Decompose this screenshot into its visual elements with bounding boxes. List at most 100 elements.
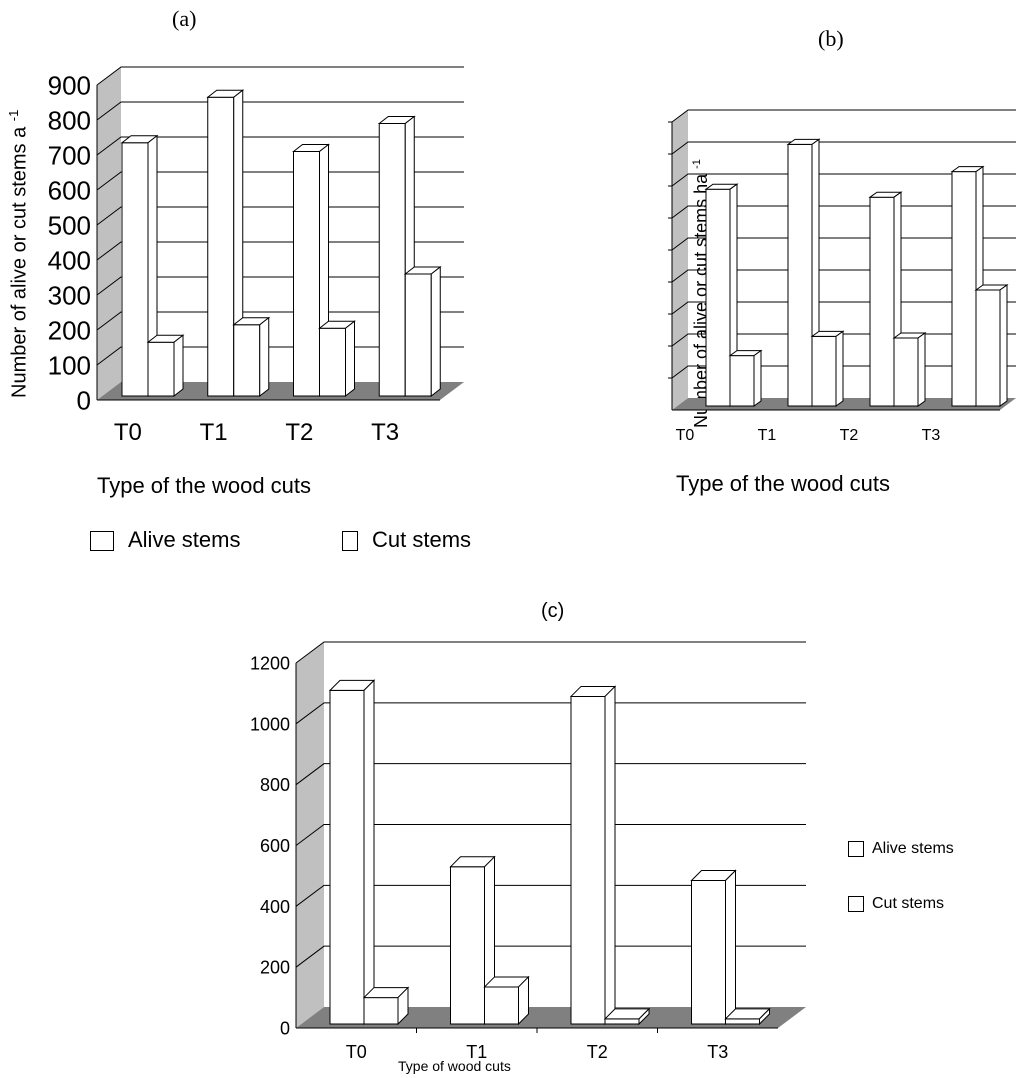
bar-T1-alive bbox=[786, 138, 821, 407]
y-tick-label: 600 bbox=[260, 836, 290, 856]
gridline bbox=[96, 136, 464, 156]
y-tick-label: 900 bbox=[48, 70, 91, 100]
panel-c-label: (c) bbox=[541, 600, 565, 622]
bar-front bbox=[705, 188, 731, 407]
legend-a-alive: Alive stems bbox=[90, 527, 240, 553]
x-tick-label: T0 bbox=[676, 427, 695, 444]
bar-side bbox=[397, 986, 409, 1026]
y-tick-label: 0 bbox=[77, 385, 91, 415]
x-tick-label: T2 bbox=[285, 419, 313, 446]
bar-front bbox=[951, 171, 977, 407]
gridline bbox=[671, 205, 1016, 219]
bar-side bbox=[638, 1007, 650, 1026]
bar-side bbox=[604, 685, 616, 1026]
y-tick-label: 600 bbox=[48, 175, 91, 205]
bar-T0-cut bbox=[146, 334, 185, 398]
y-tick-label: 800 bbox=[48, 105, 91, 135]
bar-T3-alive bbox=[690, 869, 737, 1026]
gridline bbox=[96, 171, 464, 191]
panel-b-label: (b) bbox=[818, 26, 844, 51]
bar-side bbox=[759, 1007, 770, 1026]
y-tick-label: 400 bbox=[260, 897, 290, 917]
bar-side bbox=[363, 679, 375, 1026]
gridline bbox=[295, 702, 806, 725]
bar-front bbox=[450, 866, 485, 1025]
bar-side bbox=[999, 284, 1008, 407]
y-tick-label: 200 bbox=[48, 315, 91, 345]
bar-side bbox=[259, 316, 270, 398]
bar-T2-alive bbox=[868, 191, 903, 407]
bar-front bbox=[604, 1018, 640, 1025]
bar-front bbox=[404, 273, 432, 397]
floor bbox=[296, 1007, 806, 1028]
bar-front bbox=[570, 695, 606, 1025]
bar-T3-cut bbox=[724, 1007, 771, 1026]
y-tick-label: 1200 bbox=[250, 653, 290, 673]
bar-front bbox=[811, 335, 837, 407]
y-tick-label: 800 bbox=[260, 775, 290, 795]
bar-T2-cut bbox=[892, 332, 927, 407]
bar-T0-alive bbox=[328, 679, 376, 1026]
bar-front bbox=[293, 151, 320, 397]
y-tick-label: 100 bbox=[48, 350, 91, 380]
x-tick-label: T0 bbox=[346, 1042, 367, 1062]
x-tick-label: T3 bbox=[371, 419, 399, 446]
gridline bbox=[295, 763, 806, 786]
bar-side bbox=[518, 975, 529, 1026]
y-tick-label: 200 bbox=[260, 958, 290, 978]
bar-front bbox=[207, 96, 235, 397]
bar-T1-alive bbox=[206, 89, 245, 398]
bar-side bbox=[917, 332, 926, 407]
y-tick-label: 700 bbox=[48, 140, 91, 170]
chart-a: 0 100 200 300 400 500 600 700 800 900 T0 T1 T2 T3 bbox=[48, 66, 464, 446]
chart-b: T0 T1 T2 T3 bbox=[668, 109, 1016, 444]
bar-front bbox=[484, 986, 519, 1025]
bar-front bbox=[893, 337, 919, 407]
bar-front bbox=[975, 289, 1001, 407]
bar-front bbox=[319, 327, 346, 397]
y-tick-label: 300 bbox=[48, 280, 91, 310]
y-tick-label: 500 bbox=[48, 210, 91, 240]
legend-c-alive-swatch bbox=[848, 840, 864, 857]
chart-c: 0 200 400 600 800 1000 1200 T0 T1 T2 T3 bbox=[250, 641, 806, 1062]
legend-a-alive-swatch bbox=[90, 531, 114, 552]
side-wall bbox=[672, 110, 688, 410]
floor bbox=[97, 382, 464, 400]
bar-front bbox=[691, 879, 726, 1025]
legend-c-cut-swatch bbox=[848, 895, 864, 912]
bar-side bbox=[753, 349, 762, 407]
bar-T0-cut bbox=[728, 349, 763, 407]
gridline bbox=[96, 241, 464, 261]
panel-a-xlabel: Type of the wood cuts bbox=[97, 473, 312, 498]
gridline bbox=[671, 109, 1016, 123]
gridline bbox=[295, 945, 806, 968]
x-tick-label: T1 bbox=[466, 1042, 487, 1062]
bar-front bbox=[787, 143, 813, 407]
gridline bbox=[96, 66, 464, 86]
x-tick-label: T0 bbox=[114, 419, 142, 446]
bar-front bbox=[378, 123, 406, 397]
panel-a-label: (a) bbox=[172, 6, 197, 31]
legend-c-alive: Alive stems bbox=[848, 840, 954, 858]
bar-T0-alive bbox=[120, 134, 159, 398]
bar-front bbox=[121, 142, 149, 397]
gridline bbox=[96, 101, 464, 121]
panel-c-xlabel: Type of wood cuts bbox=[398, 1058, 511, 1074]
bar-side bbox=[430, 265, 441, 398]
bar-front bbox=[363, 997, 399, 1025]
gridline bbox=[671, 141, 1016, 155]
bar-side bbox=[173, 334, 184, 398]
bar-T0-alive bbox=[704, 183, 739, 407]
x-tick-label: T3 bbox=[922, 427, 941, 444]
bar-front bbox=[869, 196, 895, 407]
bar-T2-cut bbox=[318, 320, 356, 398]
panel-b-xlabel: Type of the wood cuts bbox=[676, 471, 891, 496]
x-tick-label: T3 bbox=[707, 1042, 728, 1062]
legend-a-cut: Cut stems bbox=[342, 527, 471, 553]
gridline bbox=[671, 269, 1016, 283]
bar-front bbox=[725, 1018, 760, 1025]
x-tick-label: T1 bbox=[758, 427, 777, 444]
gridline bbox=[295, 884, 806, 907]
y-tick-label: 0 bbox=[280, 1018, 290, 1038]
